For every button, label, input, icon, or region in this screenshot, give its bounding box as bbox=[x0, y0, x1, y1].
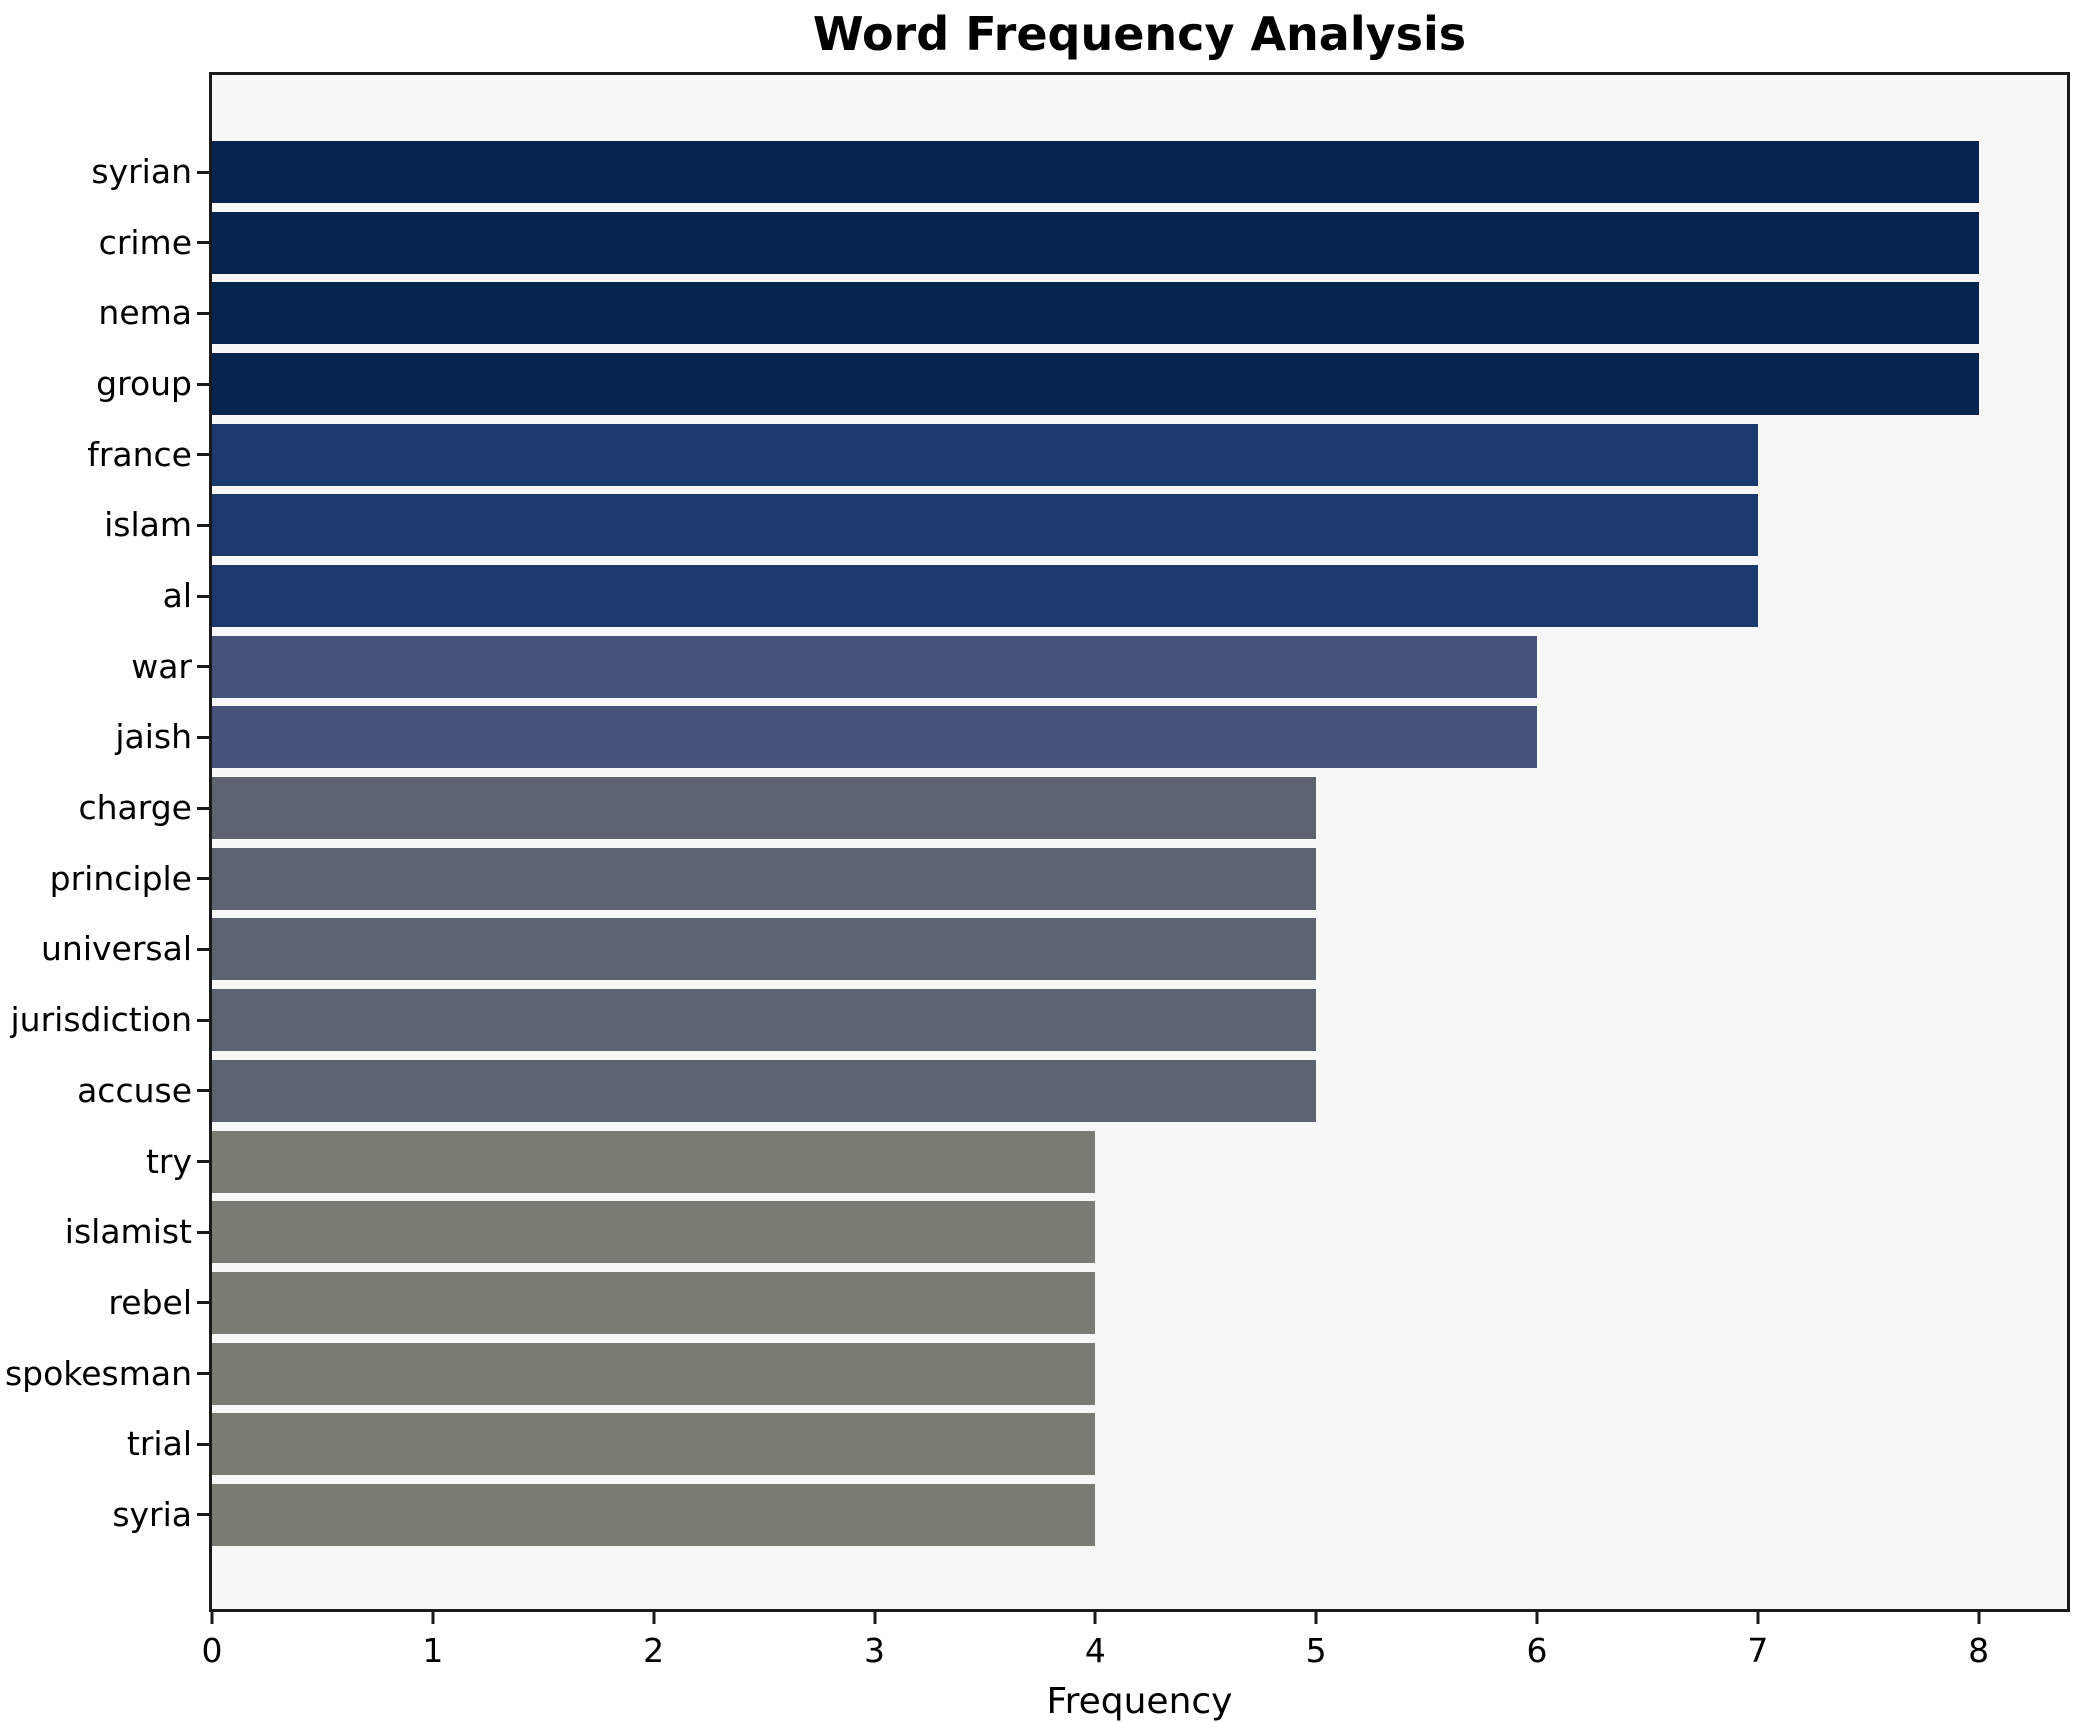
bar-al bbox=[212, 565, 1758, 628]
y-tick-mark bbox=[197, 170, 209, 174]
x-tick-mark bbox=[1756, 1612, 1760, 1624]
y-tick-mark bbox=[197, 241, 209, 245]
y-tick-label-syria: syria bbox=[112, 1494, 192, 1534]
bar-principle bbox=[212, 847, 1317, 910]
bar-jaish bbox=[212, 706, 1537, 769]
bar-charge bbox=[212, 777, 1317, 840]
bar-crime bbox=[212, 211, 1979, 274]
y-tick-mark bbox=[197, 1301, 209, 1305]
y-tick-label-islam: islam bbox=[104, 505, 192, 545]
y-tick-mark bbox=[197, 594, 209, 598]
bar-spokesman bbox=[212, 1342, 1096, 1405]
y-tick-label-universal: universal bbox=[41, 929, 192, 969]
bar-syrian bbox=[212, 141, 1979, 203]
y-tick-mark bbox=[197, 1160, 209, 1164]
y-tick-label-crime: crime bbox=[98, 222, 192, 262]
y-tick-mark bbox=[197, 947, 209, 951]
y-tick-mark bbox=[197, 665, 209, 669]
bar-jurisdiction bbox=[212, 989, 1317, 1052]
y-tick-label-jaish: jaish bbox=[115, 717, 192, 757]
y-tick-mark bbox=[197, 1089, 209, 1093]
bar-war bbox=[212, 635, 1537, 698]
y-tick-mark bbox=[197, 1230, 209, 1234]
x-tick-mark bbox=[1535, 1612, 1539, 1624]
y-tick-mark bbox=[197, 382, 209, 386]
x-tick-label-6: 6 bbox=[1526, 1631, 1548, 1670]
x-tick-label-4: 4 bbox=[1084, 1631, 1106, 1670]
y-tick-mark bbox=[197, 1442, 209, 1446]
bar-france bbox=[212, 423, 1758, 486]
x-tick-mark bbox=[1093, 1612, 1097, 1624]
x-tick-label-3: 3 bbox=[864, 1631, 885, 1670]
x-tick-label-0: 0 bbox=[201, 1631, 223, 1670]
y-tick-label-islamist: islamist bbox=[64, 1212, 192, 1252]
x-tick-mark bbox=[431, 1612, 435, 1624]
plot-area: syrian crime nema group france islam al war jais… bbox=[5, 72, 2070, 1722]
bar-syria bbox=[212, 1483, 1096, 1546]
bar-trial bbox=[212, 1413, 1096, 1476]
bar-islam bbox=[212, 494, 1758, 557]
y-tick-mark bbox=[197, 1018, 209, 1022]
bar-accuse bbox=[212, 1059, 1317, 1122]
x-tick-mark bbox=[1314, 1612, 1318, 1624]
y-tick-label-syrian: syrian bbox=[91, 152, 192, 191]
y-tick-label-jurisdiction: jurisdiction bbox=[10, 1000, 192, 1040]
y-tick-label-principle: principle bbox=[49, 858, 192, 898]
x-tick-label-5: 5 bbox=[1305, 1631, 1327, 1670]
x-tick-label-7: 7 bbox=[1747, 1631, 1769, 1670]
y-tick-mark bbox=[197, 1372, 209, 1376]
y-tick-mark bbox=[197, 453, 209, 457]
y-tick-mark bbox=[197, 806, 209, 810]
y-tick-mark bbox=[197, 311, 209, 315]
y-tick-mark bbox=[197, 1513, 209, 1517]
y-tick-mark bbox=[197, 735, 209, 739]
bar-try bbox=[212, 1130, 1096, 1193]
x-tick-label-2: 2 bbox=[643, 1631, 665, 1670]
bar-universal bbox=[212, 918, 1317, 981]
x-tick-label-1: 1 bbox=[422, 1631, 444, 1670]
bar-nema bbox=[212, 282, 1979, 345]
chart-title: Word Frequency Analysis bbox=[812, 7, 1467, 61]
bar-islamist bbox=[212, 1201, 1096, 1264]
x-tick-mark bbox=[873, 1612, 876, 1624]
y-tick-label-nema: nema bbox=[98, 293, 192, 333]
y-tick-label-try: try bbox=[145, 1141, 192, 1181]
x-tick-mark bbox=[1977, 1612, 1981, 1624]
x-tick-label-8: 8 bbox=[1968, 1631, 1990, 1670]
y-tick-label-accuse: accuse bbox=[77, 1070, 192, 1110]
y-tick-label-group: group bbox=[96, 364, 192, 404]
y-tick-label-trial: trial bbox=[126, 1424, 192, 1464]
y-tick-label-france: france bbox=[87, 434, 192, 474]
y-tick-label-war: war bbox=[131, 646, 192, 686]
bar-group bbox=[212, 353, 1979, 416]
y-tick-mark bbox=[197, 523, 209, 527]
x-axis-label: Frequency bbox=[1046, 1681, 1233, 1722]
y-tick-label-rebel: rebel bbox=[108, 1282, 192, 1322]
y-tick-label-al: al bbox=[162, 576, 192, 616]
y-tick-label-spokesman: spokesman bbox=[4, 1353, 192, 1393]
x-tick-mark bbox=[652, 1612, 656, 1624]
x-tick-mark bbox=[210, 1612, 214, 1624]
y-tick-label-charge: charge bbox=[78, 788, 192, 828]
bar-rebel bbox=[212, 1271, 1096, 1334]
y-tick-mark bbox=[197, 877, 209, 881]
